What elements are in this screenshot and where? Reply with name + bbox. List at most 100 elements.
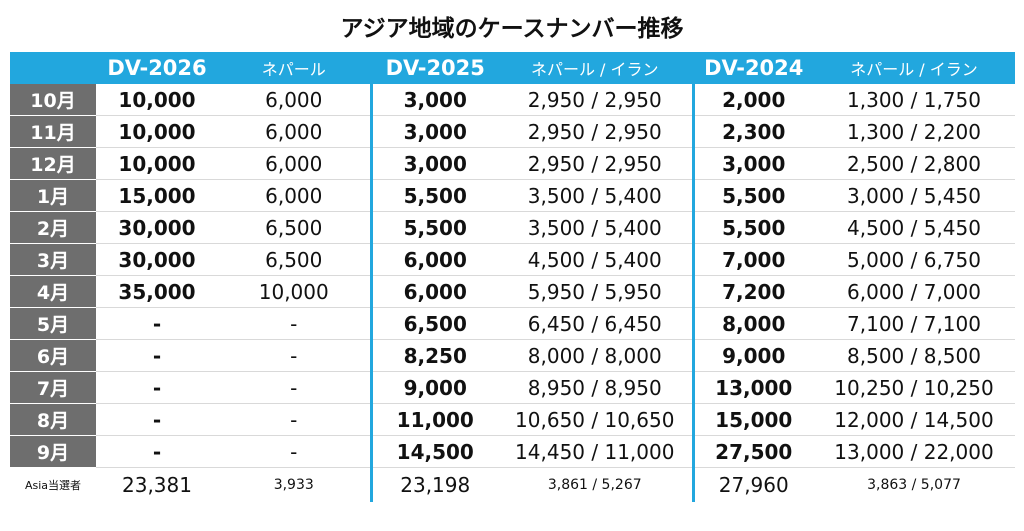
header-dv2026: DV-2026 [96,52,218,84]
dv2024-cell: 8,000 [691,307,813,340]
dv2024-cell: 5,500 [691,179,813,212]
dv2026-cell: 10,000 [96,147,218,180]
dv2024-cell: 7,200 [691,275,813,308]
dv2026-nepal-cell: 6,500 [218,243,371,276]
dv2025-nepal-iran-cell: 3,500 / 5,400 [498,179,693,212]
footer-dv2024-nepal-iran: 3,863 / 5,077 [867,477,961,493]
dv2026-cell: 15,000 [96,179,218,212]
dv2024-cell: 27,500 [691,435,813,468]
dv2024-nepal-iran-cell: 3,000 / 5,450 [813,179,1015,212]
dv2025-cell: 3,000 [369,84,498,116]
dv2024-nepal-iran-cell: 1,300 / 1,750 [813,84,1015,116]
month-cell: 8月 [10,403,96,436]
dv2025-nepal-iran-cell: 4,500 / 5,400 [498,243,693,276]
dv2026-nepal-cell: - [218,307,371,340]
dv2025-cell: 8,250 [369,339,498,372]
dv2025-nepal-iran-cell: 8,000 / 8,000 [498,339,693,372]
footer-dv2025-nepal-iran: 3,861 / 5,267 [547,477,642,493]
dv2025-cell: 11,000 [369,403,498,436]
table-row: 9月 - -14,500 14,450 / 11,000 27,500 13,000 / … [10,435,1015,468]
header-dv2026-nepal: ネパール [218,52,371,84]
table-row: 2月 30,000 6,500 5,500 3,500 / 5,400 5,500 4,50… [10,211,1015,244]
dv2024-cell: 15,000 [691,403,813,436]
table-row: 8月 - -11,000 10,650 / 10,650 15,000 12,000 / … [10,403,1015,436]
dv2026-nepal-cell: 6,000 [218,147,371,180]
month-cell: 5月 [10,307,96,340]
table-row: 1月 15,000 6,000 5,500 3,500 / 5,400 5,500 3,00… [10,179,1015,212]
month-cell: 10月 [10,84,96,116]
footer-row: Asia当選者 23,381 3,933 23,198 3,861 / 5,267 27,… [10,467,1015,502]
table-row: 11月 10,000 6,000 3,000 2,950 / 2,950 2,300 1,3… [10,115,1015,148]
dv2026-cell: - [96,307,218,340]
dv2024-nepal-iran-cell: 5,000 / 6,750 [813,243,1015,276]
header-row: DV-2026 ネパール DV-2025 ネパール / イラン DV-2024 … [10,52,1015,84]
case-number-table: DV-2026 ネパール DV-2025 ネパール / イラン DV-2024 … [10,52,1015,502]
dv2025-nepal-iran-cell: 6,450 / 6,450 [498,307,693,340]
table-row: 3月 30,000 6,500 6,000 4,500 / 5,400 7,000 5,00… [10,243,1015,276]
footer-dv2026-nepal: 3,933 [273,477,314,493]
table-row: 12月 10,000 6,000 3,000 2,950 / 2,950 3,000 2,5… [10,147,1015,180]
dv2025-nepal-iran-cell: 2,950 / 2,950 [498,115,693,148]
dv2025-cell: 5,500 [369,179,498,212]
footer-dv2026-total: 23,381 [122,473,192,497]
dv2025-cell: 3,000 [369,115,498,148]
dv2024-nepal-iran-cell: 6,000 / 7,000 [813,275,1015,308]
dv2024-nepal-iran-cell: 10,250 / 10,250 [813,371,1015,404]
month-cell: 7月 [10,371,96,404]
dv2024-cell: 2,000 [691,84,813,116]
header-dv2024: DV-2024 [691,52,813,84]
footer-dv2025-total: 23,198 [369,467,498,502]
dv2025-nepal-iran-cell: 3,500 / 5,400 [498,211,693,244]
dv2025-nepal-iran-cell: 8,950 / 8,950 [498,371,693,404]
dv2026-cell: 10,000 [96,84,218,116]
table-row: 10月 10,000 6,000 3,000 2,950 / 2,950 2,000 1,3… [10,84,1015,116]
dv2024-cell: 2,300 [691,115,813,148]
month-cell: 9月 [10,435,96,468]
dv2024-nepal-iran-cell: 8,500 / 8,500 [813,339,1015,372]
dv2024-nepal-iran-cell: 13,000 / 22,000 [813,435,1015,468]
header-dv2024-nepal-iran: ネパール / イラン [813,52,1015,84]
dv2024-cell: 5,500 [691,211,813,244]
header-dv2025: DV-2025 [369,52,498,84]
dv2026-nepal-cell: 6,000 [218,84,371,116]
dv2026-cell: - [96,339,218,372]
dv2025-cell: 6,000 [369,243,498,276]
dv2026-cell: 30,000 [96,211,218,244]
dv2024-cell: 3,000 [691,147,813,180]
dv2024-cell: 7,000 [691,243,813,276]
month-cell: 6月 [10,339,96,372]
dv2024-nepal-iran-cell: 2,500 / 2,800 [813,147,1015,180]
month-cell: 11月 [10,115,96,148]
dv2024-cell: 9,000 [691,339,813,372]
table-row: 5月 - -6,500 6,450 / 6,450 8,000 7,100 / 7,100 [10,307,1015,340]
dv2026-nepal-cell: 10,000 [218,275,371,308]
dv2025-nepal-iran-cell: 2,950 / 2,950 [498,84,693,116]
table-row: 7月 - -9,000 8,950 / 8,950 13,000 10,250 / 10,… [10,371,1015,404]
dv2025-nepal-iran-cell: 2,950 / 2,950 [498,147,693,180]
header-dv2025-nepal-iran: ネパール / イラン [498,52,693,84]
footer-dv2024-total: 27,960 [691,467,813,502]
dv2025-nepal-iran-cell: 5,950 / 5,950 [498,275,693,308]
dv2025-cell: 5,500 [369,211,498,244]
dv2026-nepal-cell: - [218,435,371,468]
footer-label: Asia当選者 [24,479,82,492]
dv2026-cell: - [96,371,218,404]
dv2025-nepal-iran-cell: 10,650 / 10,650 [498,403,693,436]
dv2025-cell: 9,000 [369,371,498,404]
dv2026-cell: - [96,403,218,436]
month-cell: 2月 [10,211,96,244]
table-row: 4月 35,000 10,000 6,000 5,950 / 5,950 7,200 6,0… [10,275,1015,308]
dv2025-cell: 3,000 [369,147,498,180]
dv2026-nepal-cell: - [218,339,371,372]
month-cell: 3月 [10,243,96,276]
dv2026-nepal-cell: 6,000 [218,115,371,148]
dv2024-nepal-iran-cell: 1,300 / 2,200 [813,115,1015,148]
table-row: 6月 - -8,250 8,000 / 8,000 9,000 8,500 / 8,500 [10,339,1015,372]
dv2024-cell: 13,000 [691,371,813,404]
dv2025-nepal-iran-cell: 14,450 / 11,000 [498,435,693,468]
dv2026-nepal-cell: 6,500 [218,211,371,244]
header-corner [10,52,96,84]
page-title: アジア地域のケースナンバー推移 [340,16,684,42]
dv2024-nepal-iran-cell: 7,100 / 7,100 [813,307,1015,340]
dv2026-nepal-cell: - [218,371,371,404]
